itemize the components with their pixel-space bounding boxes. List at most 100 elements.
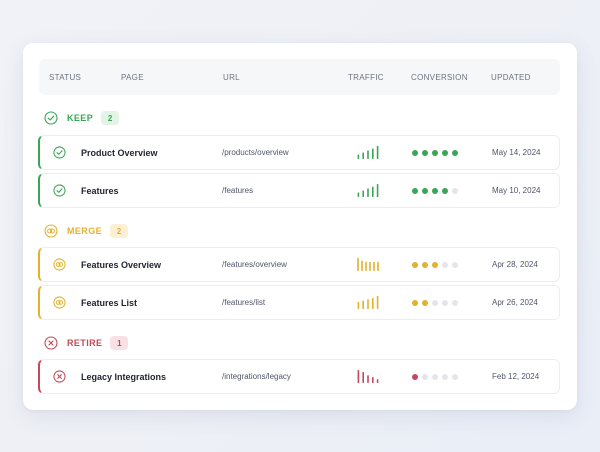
page-url[interactable]: /features/list xyxy=(222,298,266,307)
traffic-bar xyxy=(357,370,360,383)
group-count-badge: 1 xyxy=(110,336,129,350)
updated-date: Apr 26, 2024 xyxy=(492,298,538,307)
traffic-bar xyxy=(362,300,364,309)
conversion-dot xyxy=(422,300,428,306)
updated-date: May 14, 2024 xyxy=(492,148,541,157)
traffic-bar xyxy=(367,150,369,159)
conversion-dot xyxy=(442,374,448,380)
traffic-bar xyxy=(376,184,379,197)
traffic-bar xyxy=(367,299,369,309)
traffic-bar xyxy=(373,261,375,271)
conversion-dot xyxy=(432,300,438,306)
merge-circle-icon xyxy=(53,296,66,309)
group-label: KEEP xyxy=(67,113,94,123)
page-name[interactable]: Features Overview xyxy=(81,260,162,270)
header-conversion[interactable]: CONVERSION xyxy=(411,73,468,82)
traffic-bar xyxy=(365,261,367,271)
traffic-bar xyxy=(377,261,379,271)
group-header-retire[interactable]: RETIRE 1 xyxy=(44,335,129,351)
table-header: STATUS PAGE URL TRAFFIC CONVERSION UPDAT… xyxy=(39,59,560,95)
traffic-bar xyxy=(357,258,359,271)
header-status[interactable]: STATUS xyxy=(49,73,82,82)
header-traffic[interactable]: TRAFFIC xyxy=(348,73,384,82)
group-label: RETIRE xyxy=(67,338,103,348)
conversion-dot xyxy=(412,262,418,268)
traffic-bar xyxy=(372,186,374,197)
traffic-bar xyxy=(362,190,364,197)
table-row[interactable]: Product Overview/products/overview May 14… xyxy=(38,135,560,170)
conversion-dot xyxy=(432,374,438,380)
x-circle-icon xyxy=(53,370,66,383)
conversion-dot xyxy=(432,150,438,156)
updated-date: Feb 12, 2024 xyxy=(492,372,540,381)
conversion-dot xyxy=(412,300,418,306)
traffic-sparkline xyxy=(357,296,379,309)
conversion-rating xyxy=(412,374,458,380)
conversion-dot xyxy=(452,300,458,306)
traffic-sparkline xyxy=(357,146,379,159)
traffic-bar xyxy=(357,192,360,197)
page-name[interactable]: Features List xyxy=(81,298,138,308)
page-name[interactable]: Product Overview xyxy=(81,148,158,158)
group-header-merge[interactable]: MERGE 2 xyxy=(44,223,129,239)
conversion-dot xyxy=(432,262,438,268)
conversion-dot xyxy=(422,150,428,156)
group-count-badge: 2 xyxy=(101,111,120,125)
conversion-dot xyxy=(452,150,458,156)
conversion-rating xyxy=(412,300,458,306)
header-page[interactable]: PAGE xyxy=(121,73,144,82)
traffic-bar xyxy=(376,296,379,309)
content-audit-card: STATUS PAGE URL TRAFFIC CONVERSION UPDAT… xyxy=(23,43,577,410)
header-updated[interactable]: UPDATED xyxy=(491,73,531,82)
group-label: MERGE xyxy=(67,226,103,236)
header-url[interactable]: URL xyxy=(223,73,240,82)
table-row[interactable]: Legacy Integrations/integrations/legacy F… xyxy=(38,359,560,394)
check-circle-icon xyxy=(53,184,66,197)
conversion-dot xyxy=(442,300,448,306)
table-row[interactable]: Features List/features/list Apr 26, 2024 xyxy=(38,285,560,320)
conversion-dot xyxy=(412,188,418,194)
traffic-bar xyxy=(376,379,379,383)
traffic-bar xyxy=(372,297,374,309)
conversion-dot xyxy=(422,262,428,268)
conversion-rating xyxy=(412,188,458,194)
conversion-dot xyxy=(452,262,458,268)
conversion-dot xyxy=(442,150,448,156)
conversion-dot xyxy=(452,374,458,380)
conversion-dot xyxy=(452,188,458,194)
check-circle-icon xyxy=(53,146,66,159)
conversion-dot xyxy=(422,374,428,380)
conversion-dot xyxy=(422,188,428,194)
traffic-bar xyxy=(357,301,360,309)
traffic-bar xyxy=(372,148,374,159)
traffic-bar xyxy=(361,260,363,271)
page-url[interactable]: /products/overview xyxy=(222,148,289,157)
updated-date: May 10, 2024 xyxy=(492,186,541,195)
traffic-bar xyxy=(357,154,360,159)
table-row[interactable]: Features/features May 10, 2024 xyxy=(38,173,560,208)
group-count-badge: 2 xyxy=(110,224,129,238)
check-circle-icon xyxy=(44,111,58,125)
merge-circle-icon xyxy=(53,258,66,271)
traffic-sparkline xyxy=(357,370,379,383)
merge-circle-icon xyxy=(44,224,58,238)
traffic-sparkline xyxy=(357,258,379,271)
group-header-keep[interactable]: KEEP 2 xyxy=(44,110,120,126)
conversion-rating xyxy=(412,150,458,156)
table-row[interactable]: Features Overview/features/overview Apr 2… xyxy=(38,247,560,282)
page-url[interactable]: /features xyxy=(222,186,254,195)
conversion-dot xyxy=(442,188,448,194)
traffic-bar xyxy=(376,146,379,159)
page-name[interactable]: Features xyxy=(81,186,119,196)
traffic-bar xyxy=(367,188,369,197)
updated-date: Apr 28, 2024 xyxy=(492,260,538,269)
traffic-bar xyxy=(362,371,364,383)
traffic-bar xyxy=(362,152,364,159)
traffic-bar xyxy=(372,377,374,383)
traffic-bar xyxy=(367,375,369,383)
page-url[interactable]: /features/overview xyxy=(222,260,287,269)
page-name[interactable]: Legacy Integrations xyxy=(81,372,167,382)
conversion-dot xyxy=(442,262,448,268)
page-url[interactable]: /integrations/legacy xyxy=(222,372,291,381)
traffic-sparkline xyxy=(357,184,379,197)
